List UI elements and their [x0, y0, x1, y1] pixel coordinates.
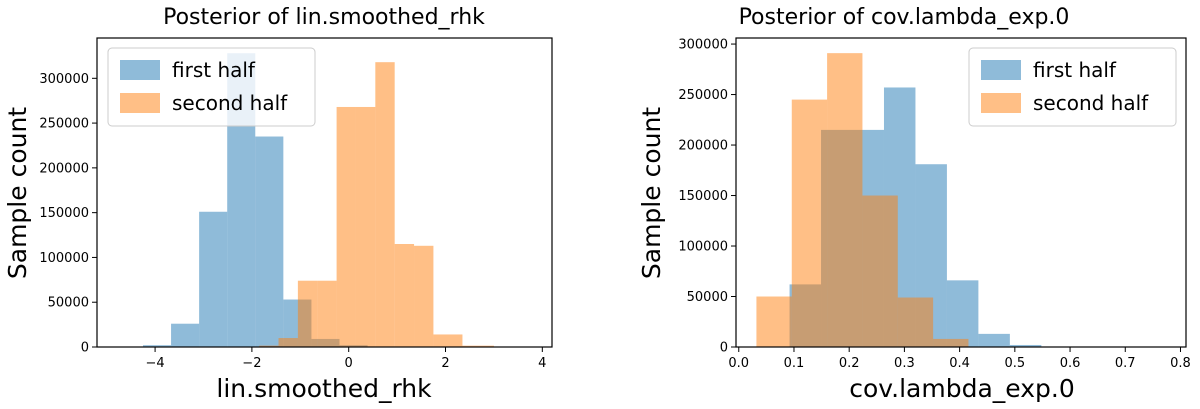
y-tick-label: 0: [81, 341, 89, 356]
legend-label: second half: [1033, 91, 1149, 115]
x-axis-label: cov.lambda_exp.0: [849, 374, 1074, 403]
histogram-bar: [756, 296, 792, 347]
chart-lin-smoothed-rhk: Posterior of lin.smoothed_rhk −4 −2 0 2 4 0 50…: [3, 5, 553, 403]
legend-label: first half: [1033, 58, 1117, 82]
histogram-bar: [862, 195, 898, 347]
histogram-bar: [791, 99, 828, 347]
bars-group: [756, 53, 1105, 348]
histogram-bar: [462, 345, 494, 347]
legend-label: second half: [172, 91, 288, 115]
legend: first half second half: [968, 47, 1177, 127]
y-tick-label: 150000: [678, 189, 728, 204]
chart-cov-lambda-exp: Posterior of cov.lambda_exp.0 0.0 0.1 0.2 0…: [637, 5, 1191, 403]
histogram-bar: [1009, 344, 1042, 347]
axes-group: 0.0 0.1 0.2 0.3 0.4 0.5 0.6 0.7 0.8 0 50000 100000 1…: [678, 37, 1191, 371]
x-tick-label: 0.6: [1060, 356, 1081, 371]
y-tick-label: 300000: [39, 72, 89, 87]
x-tick-label: 0.4: [949, 356, 970, 371]
x-tick-label: 0.1: [784, 356, 805, 371]
y-axis-label: Sample count: [637, 107, 666, 279]
y-tick-label: 300000: [678, 38, 728, 53]
legend-swatch: [981, 93, 1021, 113]
y-tick-label: 150000: [39, 206, 89, 221]
x-tick-label: 4: [538, 356, 546, 371]
histogram-bar: [259, 345, 279, 347]
x-axis-label: lin.smoothed_rhk: [216, 374, 432, 403]
x-tick-label: 2: [441, 356, 449, 371]
histogram-bar: [375, 62, 395, 348]
chart-title: Posterior of cov.lambda_exp.0: [739, 5, 1070, 30]
y-axis-label: Sample count: [3, 107, 32, 279]
y-tick-label: 200000: [39, 161, 89, 176]
x-tick-label: 0.2: [839, 356, 860, 371]
histogram-bar: [946, 280, 979, 347]
x-tick-label: 0: [345, 356, 353, 371]
x-tick-label: −2: [242, 356, 261, 371]
y-tick-label: 0: [720, 341, 728, 356]
y-tick-label: 250000: [39, 117, 89, 132]
y-tick-label: 50000: [687, 290, 728, 305]
histogram-bar: [278, 338, 298, 347]
histogram-bar: [978, 333, 1010, 347]
y-tick-label: 200000: [678, 139, 728, 154]
histogram-bar: [297, 280, 318, 347]
histogram-bar: [171, 323, 200, 347]
histogram-bar: [933, 338, 969, 347]
histogram-bar: [142, 345, 172, 347]
axes-group: −4 −2 0 2 4 0 50000 100000 150000 200000 250000 300…: [39, 37, 553, 371]
histogram-bar: [317, 280, 337, 347]
x-tick-label: 0.3: [894, 356, 915, 371]
chart-title: Posterior of lin.smoothed_rhk: [163, 5, 485, 30]
histogram-bar: [336, 106, 356, 347]
histogram-bar: [394, 244, 415, 347]
histogram-bar: [827, 53, 863, 348]
plot-frame: [96, 37, 553, 348]
y-tick-label: 250000: [678, 88, 728, 103]
histogram-bar: [414, 245, 434, 347]
plot-frame: [735, 37, 1187, 348]
histogram-bar: [255, 136, 284, 347]
x-tick-label: 0.7: [1115, 356, 1136, 371]
x-tick-label: 0.5: [1004, 356, 1025, 371]
legend-swatch: [120, 93, 160, 113]
histogram-bar: [199, 211, 228, 347]
histogram-bar: [433, 334, 463, 347]
histogram-bar: [355, 106, 376, 347]
x-tick-label: 0.8: [1170, 356, 1191, 371]
x-tick-label: −4: [145, 356, 164, 371]
y-tick-label: 50000: [48, 296, 89, 311]
legend-swatch: [981, 60, 1021, 80]
legend-label: first half: [172, 58, 256, 82]
y-tick-label: 100000: [678, 240, 728, 255]
y-tick-label: 100000: [39, 251, 89, 266]
histogram-bar: [897, 297, 934, 347]
legend-swatch: [120, 60, 160, 80]
x-tick-label: 0.0: [728, 356, 749, 371]
legend: first half second half: [107, 47, 316, 127]
